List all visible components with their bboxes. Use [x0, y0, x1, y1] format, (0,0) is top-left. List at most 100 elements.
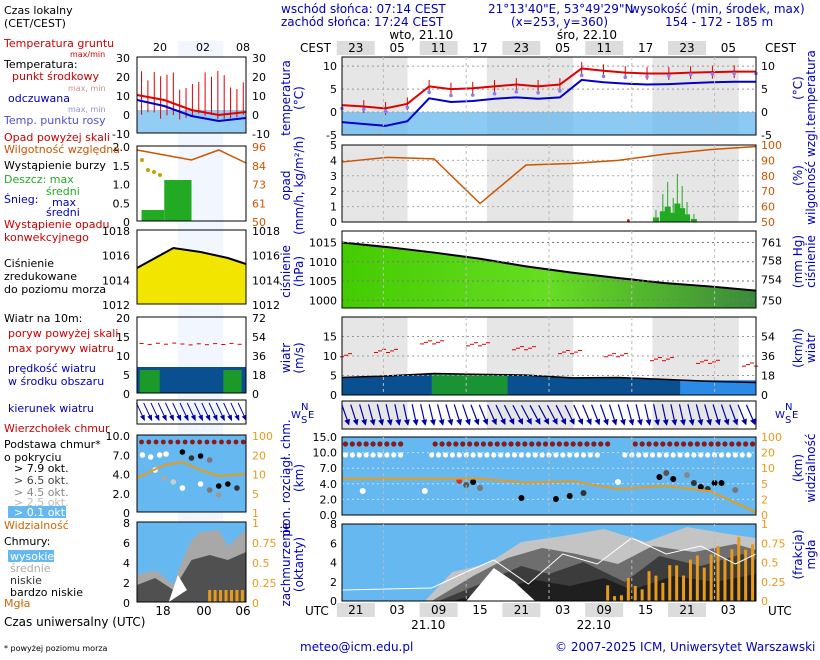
legend-utc-hour: 00 — [196, 604, 211, 618]
cloud-top-dot — [674, 441, 679, 446]
legend-wind-arrow-head — [235, 415, 242, 423]
legend-cloud-top-dot — [226, 440, 231, 445]
cloud-base-dot — [678, 452, 683, 457]
legend-cloud-top-dot — [154, 440, 159, 445]
legend-cloud-top-dot — [161, 440, 166, 445]
right-axis-label-wind: (km/h) wiatr — [791, 328, 818, 368]
legend-cloud-top-dot — [212, 440, 217, 445]
compass-letter-right: W — [775, 410, 785, 421]
humidity-tick: 70 — [761, 185, 775, 198]
legend-temp-tick: 0 — [123, 109, 130, 122]
wind-kmh-tick: 18 — [761, 370, 775, 383]
left-axis-label-temp: temperatura (°C) — [279, 60, 306, 136]
fog-bar — [710, 554, 713, 601]
legend-hum-tick: 73 — [252, 179, 266, 192]
legend-wind-dir: kierunek wiatru — [8, 402, 94, 415]
legend-cloud-base-dot — [216, 492, 222, 498]
timezone-title-line: Czas lokalny — [4, 4, 73, 17]
cloud-base-okt-dot — [615, 479, 621, 485]
legend-pressure-tick-right: 1012 — [252, 299, 280, 312]
pressure-mmhg-tick: 758 — [761, 255, 782, 268]
left-axis-label-pressure: ciśnienie (hPa) — [279, 245, 306, 298]
legend-cb-tick: 2.0 — [113, 488, 131, 501]
wind-arrow-head — [447, 419, 454, 426]
legend-wind-arrow-head — [169, 415, 176, 423]
cloud-top-dot — [584, 441, 589, 446]
cloud-base-dot — [595, 452, 600, 457]
dew-point-dot — [645, 75, 649, 79]
wind-arrow-head — [421, 419, 428, 426]
dew-point-dot — [515, 90, 519, 94]
fog-bar — [751, 544, 754, 601]
pressure-mmhg-tick: 750 — [761, 294, 782, 307]
cloud-base-dot — [533, 452, 538, 457]
legend-wind-kmh-tick: 72 — [252, 312, 266, 325]
cloud-base-dot — [643, 452, 648, 457]
cover-tick: 0 — [330, 595, 337, 608]
legend-precip-tick: 0.5 — [113, 197, 131, 210]
cloud-top-dot — [653, 441, 658, 446]
temp-tick: 0 — [330, 106, 337, 119]
right-axis-label-wind-line: (km/h) — [791, 328, 805, 368]
cloud-top-dot — [598, 441, 603, 446]
cloud-base-okt-dot — [470, 479, 476, 485]
fog-bar — [606, 585, 609, 601]
legend-precip-conv-line: Wystąpienie opadu — [4, 218, 109, 231]
wind-arrow-head — [586, 418, 594, 426]
legend-cloud-base-line: Podstawa chmur* — [4, 438, 101, 451]
fog-bar — [634, 586, 637, 601]
cloud-top-dot — [460, 441, 465, 446]
cloud-base-dot — [684, 452, 689, 457]
humidity-tick: 60 — [761, 201, 775, 214]
dew-point-dot — [536, 91, 540, 95]
pressure-mmhg-tick: 754 — [761, 274, 782, 287]
legend-temp-tick-right: 0 — [252, 109, 259, 122]
cloud-top-dot — [605, 441, 610, 446]
right-axis-label-precip: (%) wilgotność wzgl. — [791, 126, 818, 225]
wind-arrow-head — [620, 419, 627, 426]
wind-tick: 5 — [330, 370, 337, 383]
legend-cloud-base-dot — [207, 487, 213, 493]
legend-temp-tick: 20 — [116, 71, 130, 84]
cloud-base-dot — [657, 452, 662, 457]
right-axis-label-clouds: (km) widzialność — [791, 434, 818, 503]
legend-pressure-line: Ciśnienie — [4, 257, 54, 270]
legend-pressure-tick: 1016 — [102, 250, 130, 263]
precip-tick: 3 — [330, 170, 337, 183]
top-hour-label: 23 — [348, 41, 363, 55]
legend-fog-tick: 1 — [252, 517, 259, 530]
legend-fog-tick: 0.5 — [252, 557, 270, 570]
bottom-hour-label: 21 — [679, 603, 694, 617]
left-axis-label-temp-line: temperatura — [279, 60, 293, 136]
cloud-top-dot — [695, 441, 700, 446]
right-axis-label-precip-line: (%) — [791, 165, 805, 186]
cloud-top-dot — [433, 441, 438, 446]
cloud-top-dot — [640, 441, 645, 446]
legend-wind-mean-line: w środku obszaru — [8, 375, 104, 388]
pressure-mmhg-tick: 761 — [761, 237, 782, 250]
right-axis-label-clouds-line: (km) — [791, 454, 805, 482]
legend-precip-conv: Wystąpienie opadukonwekcyjnego — [4, 218, 109, 244]
dew-point-dot — [689, 73, 693, 77]
legend-cc-tick: 2 — [123, 577, 130, 590]
dew-point-dot — [427, 91, 431, 95]
cloud-base-dot — [505, 452, 510, 457]
legend-cloud-top-dot — [234, 440, 239, 445]
cloud-height-tick: 10.0 — [313, 447, 338, 460]
fog-tick: 1 — [761, 518, 768, 531]
right-axis-label-temp-line: (°C) — [791, 76, 805, 100]
legend-cloud-base-dot — [207, 457, 213, 463]
cloud-base-dot — [650, 452, 655, 457]
cloud-height-tick: 4.0 — [320, 478, 338, 491]
bottom-hour-label: 15 — [472, 603, 487, 617]
fog-bar — [675, 565, 678, 601]
legend-hum-tick: 84 — [252, 160, 266, 173]
left-axis-label-cover-line: (oktanty) — [292, 537, 306, 592]
cloud-base-dot — [398, 452, 403, 457]
cloud-top-dot — [343, 441, 348, 446]
cloud-base-okt-dot — [684, 472, 690, 478]
cloud-base-dot — [512, 452, 517, 457]
cloud-base-dot — [691, 452, 696, 457]
cloud-base-dot — [526, 452, 531, 457]
legend-okt5: > 0.1 okt. — [14, 506, 69, 519]
